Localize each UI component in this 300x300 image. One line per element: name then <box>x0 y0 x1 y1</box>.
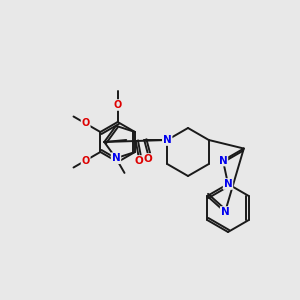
Text: O: O <box>82 155 90 166</box>
Text: N: N <box>163 135 172 145</box>
Text: N: N <box>112 153 120 163</box>
Text: O: O <box>82 118 90 128</box>
Text: O: O <box>114 100 122 110</box>
Text: N: N <box>224 179 232 189</box>
Text: O: O <box>134 156 143 166</box>
Text: N: N <box>221 207 230 217</box>
Text: O: O <box>144 154 153 164</box>
Text: N: N <box>219 155 227 166</box>
